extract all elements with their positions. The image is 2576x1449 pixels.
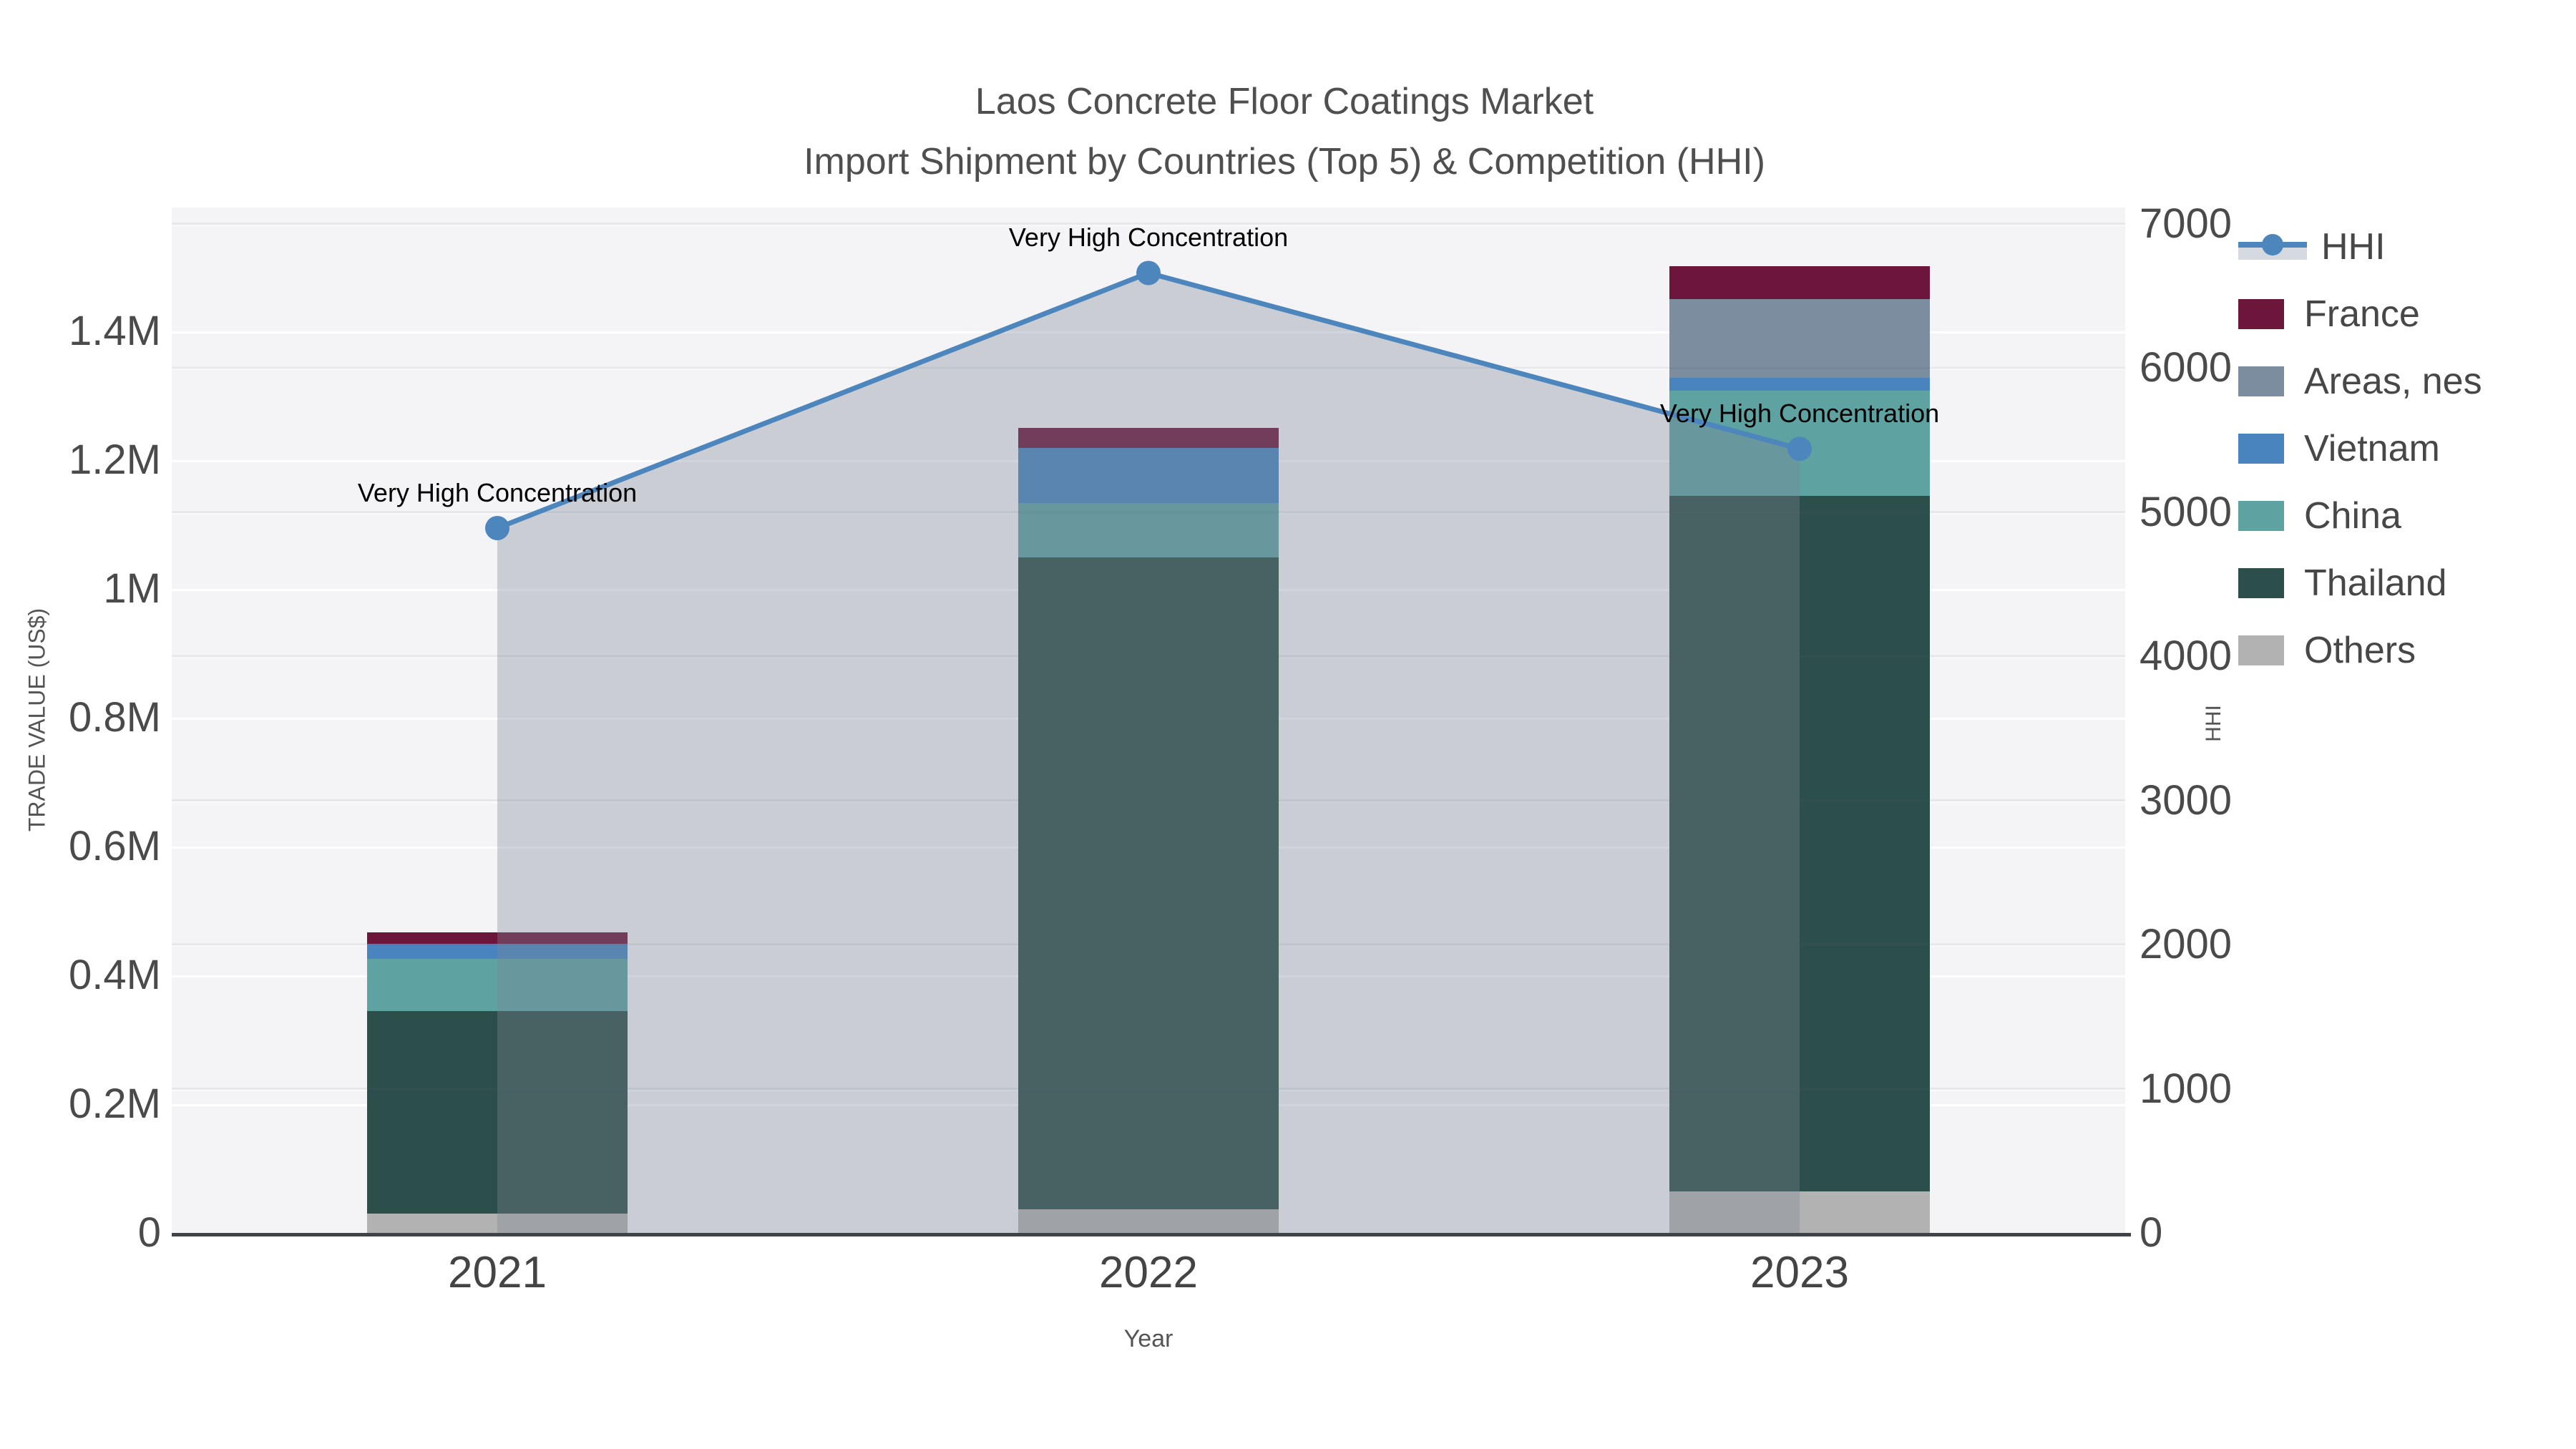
annotation-very-high-concentration: Very High Concentration xyxy=(357,478,638,507)
left-axis-tick-label: 0.2M xyxy=(69,1080,161,1127)
legend-color-swatch xyxy=(2238,366,2284,396)
left-axis-title: TRADE VALUE (US$) xyxy=(24,608,50,832)
right-axis-tick-label: 7000 xyxy=(2140,200,2233,247)
bar-segment-china-2021[interactable] xyxy=(367,958,628,1012)
right-axis-tick-label: 1000 xyxy=(2140,1065,2233,1112)
bar-segment-thailand-2022[interactable] xyxy=(1018,557,1279,1209)
bar-segment-vietnam-2021[interactable] xyxy=(367,943,628,959)
bar-segment-others-2022[interactable] xyxy=(1018,1209,1279,1233)
legend-item-label: France xyxy=(2304,293,2420,335)
bar-segment-thailand-2023[interactable] xyxy=(1669,496,1930,1192)
bar-segment-france-2022[interactable] xyxy=(1018,428,1279,448)
legend-hhi-dot xyxy=(2262,234,2283,255)
right-axis-tick-label: 2000 xyxy=(2140,921,2233,968)
right-axis-tick-label: 4000 xyxy=(2140,633,2233,680)
left-axis-tick-label: 0.4M xyxy=(69,952,161,998)
chart-title-line-2: Import Shipment by Countries (Top 5) & C… xyxy=(804,141,1765,182)
legend-color-swatch xyxy=(2238,434,2284,464)
bar-segment-others-2021[interactable] xyxy=(367,1214,628,1233)
legend-item-label: HHI xyxy=(2321,226,2386,268)
bar-segment-vietnam-2023[interactable] xyxy=(1669,377,1930,391)
left-axis-tick-label: 1.4M xyxy=(69,308,161,354)
right-axis-tick-label: 3000 xyxy=(2140,776,2233,824)
legend-color-swatch xyxy=(2238,501,2284,531)
legend-item-thailand[interactable]: Thailand xyxy=(2238,562,2482,604)
legend-item-areas-nes[interactable]: Areas, nes xyxy=(2238,361,2482,402)
legend-hhi-line-swatch xyxy=(2238,230,2307,264)
right-axis-tick-label: 5000 xyxy=(2140,488,2233,535)
legend-item-label: Areas, nes xyxy=(2304,361,2482,402)
chart-title-line-1: Laos Concrete Floor Coatings Market xyxy=(975,81,1594,122)
x-axis-line xyxy=(172,1233,2131,1236)
gridline xyxy=(172,224,2125,226)
left-axis-tick-label: 0 xyxy=(137,1209,161,1256)
bar-segment-france-2023[interactable] xyxy=(1669,266,1930,299)
bar-segment-france-2021[interactable] xyxy=(367,932,628,944)
legend-item-label: Thailand xyxy=(2304,562,2447,604)
legend-color-swatch xyxy=(2238,299,2284,329)
legend-color-swatch xyxy=(2238,568,2284,598)
right-axis-tick-label: 6000 xyxy=(2140,344,2233,391)
legend-item-label: China xyxy=(2304,495,2401,537)
legend-item-china[interactable]: China xyxy=(2238,495,2482,537)
bar-segment-thailand-2021[interactable] xyxy=(367,1011,628,1214)
right-axis-title: HHI xyxy=(2202,705,2225,742)
legend-item-vietnam[interactable]: Vietnam xyxy=(2238,428,2482,469)
legend-item-label: Others xyxy=(2304,630,2416,671)
legend-item-others[interactable]: Others xyxy=(2238,630,2482,671)
legend-item-france[interactable]: France xyxy=(2238,293,2482,335)
bar-segment-areas-nes-2023[interactable] xyxy=(1669,299,1930,378)
annotation-very-high-concentration: Very High Concentration xyxy=(1659,399,1940,429)
right-axis-tick-label: 0 xyxy=(2140,1209,2163,1256)
x-axis-tick-label: 2023 xyxy=(1750,1248,1849,1297)
bar-segment-vietnam-2022[interactable] xyxy=(1018,447,1279,504)
left-axis-tick-label: 1.2M xyxy=(69,436,161,483)
legend-item-label: Vietnam xyxy=(2304,428,2440,469)
left-axis-tick-label: 1M xyxy=(103,565,161,612)
x-axis-tick-label: 2021 xyxy=(448,1248,547,1297)
bar-segment-china-2022[interactable] xyxy=(1018,503,1279,557)
x-axis-tick-label: 2022 xyxy=(1099,1248,1198,1297)
legend-item-hhi[interactable]: HHI xyxy=(2238,226,2482,268)
left-axis-tick-label: 0.6M xyxy=(69,823,161,869)
annotation-very-high-concentration: Very High Concentration xyxy=(1008,223,1289,253)
legend-color-swatch xyxy=(2238,635,2284,665)
bar-segment-others-2023[interactable] xyxy=(1669,1191,1930,1233)
left-axis-tick-label: 0.8M xyxy=(69,694,161,741)
legend: HHI France Areas, nes Vietnam China Thailand O… xyxy=(2238,226,2482,698)
x-axis-title: Year xyxy=(1123,1325,1174,1352)
